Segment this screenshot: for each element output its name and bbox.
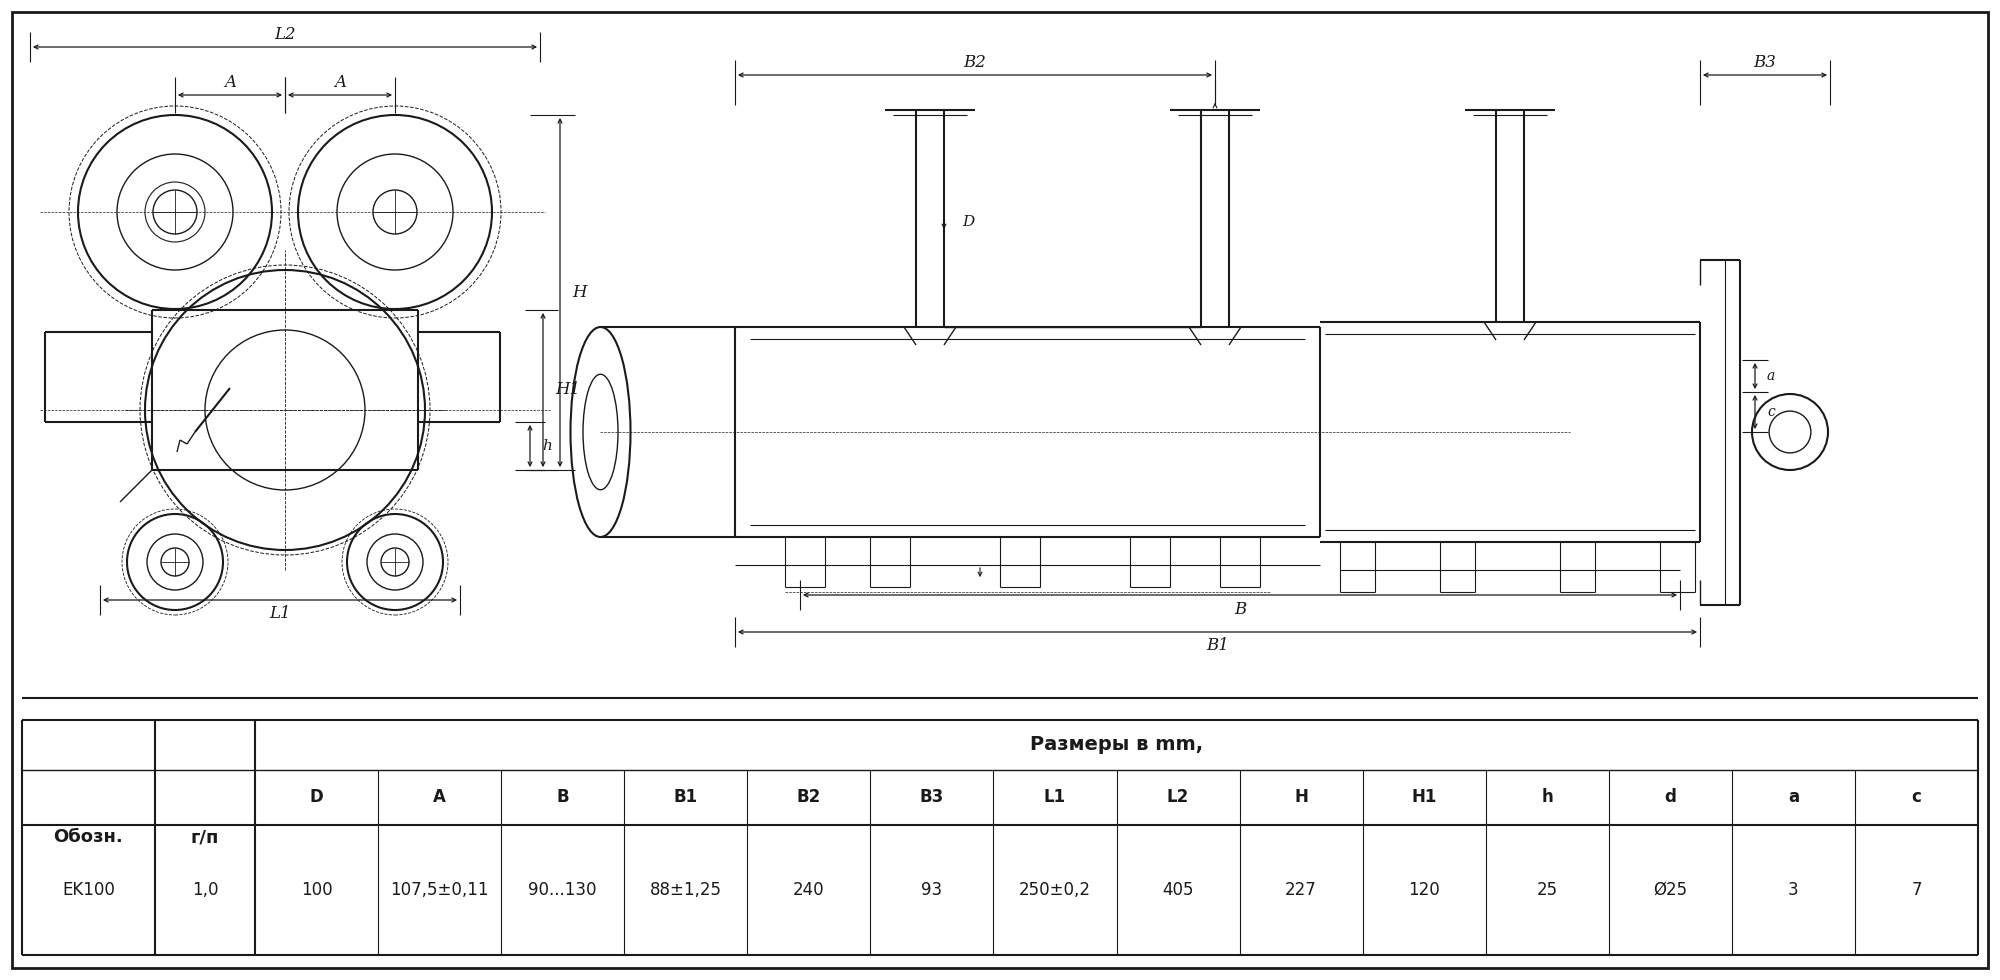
Text: h: h <box>1542 789 1554 807</box>
Text: EK100: EK100 <box>62 881 114 899</box>
Text: B1: B1 <box>674 789 698 807</box>
Text: c: c <box>1912 789 1922 807</box>
Text: B2: B2 <box>796 789 820 807</box>
Text: L2: L2 <box>274 26 296 43</box>
Text: 100: 100 <box>300 881 332 899</box>
Text: A: A <box>224 74 236 91</box>
Text: D: D <box>962 215 974 229</box>
Text: 120: 120 <box>1408 881 1440 899</box>
Text: 93: 93 <box>922 881 942 899</box>
Text: A: A <box>434 789 446 807</box>
Text: H: H <box>1294 789 1308 807</box>
Text: L2: L2 <box>1166 789 1190 807</box>
Text: 90...130: 90...130 <box>528 881 596 899</box>
Text: a: a <box>1788 789 1798 807</box>
Text: H1: H1 <box>1412 789 1436 807</box>
Text: B1: B1 <box>1206 638 1228 655</box>
Text: Обозн.: Обозн. <box>54 828 124 847</box>
Text: L1: L1 <box>1044 789 1066 807</box>
Text: 250±0,2: 250±0,2 <box>1018 881 1090 899</box>
Text: a: a <box>1768 369 1776 383</box>
Text: H: H <box>572 284 586 301</box>
Text: 88±1,25: 88±1,25 <box>650 881 722 899</box>
Text: 227: 227 <box>1286 881 1316 899</box>
Text: 240: 240 <box>794 881 824 899</box>
Text: c: c <box>1768 405 1774 419</box>
Text: A: A <box>334 74 346 91</box>
Text: B3: B3 <box>920 789 944 807</box>
Text: d: d <box>1664 789 1676 807</box>
Text: 25: 25 <box>1536 881 1558 899</box>
Text: 1,0: 1,0 <box>192 881 218 899</box>
Text: Ø25: Ø25 <box>1654 881 1688 899</box>
Text: г/п: г/п <box>190 828 220 847</box>
Text: 107,5±0,11: 107,5±0,11 <box>390 881 488 899</box>
Text: 405: 405 <box>1162 881 1194 899</box>
Text: B: B <box>556 789 568 807</box>
Text: Размеры в mm,: Размеры в mm, <box>1030 736 1204 755</box>
Text: H1: H1 <box>556 381 580 399</box>
Text: B3: B3 <box>1754 55 1776 72</box>
Text: B2: B2 <box>964 55 986 72</box>
Text: B: B <box>1234 601 1246 617</box>
Text: 3: 3 <box>1788 881 1798 899</box>
Text: L1: L1 <box>270 606 290 622</box>
Text: h: h <box>542 439 552 453</box>
Text: 7: 7 <box>1912 881 1922 899</box>
Text: D: D <box>310 789 324 807</box>
